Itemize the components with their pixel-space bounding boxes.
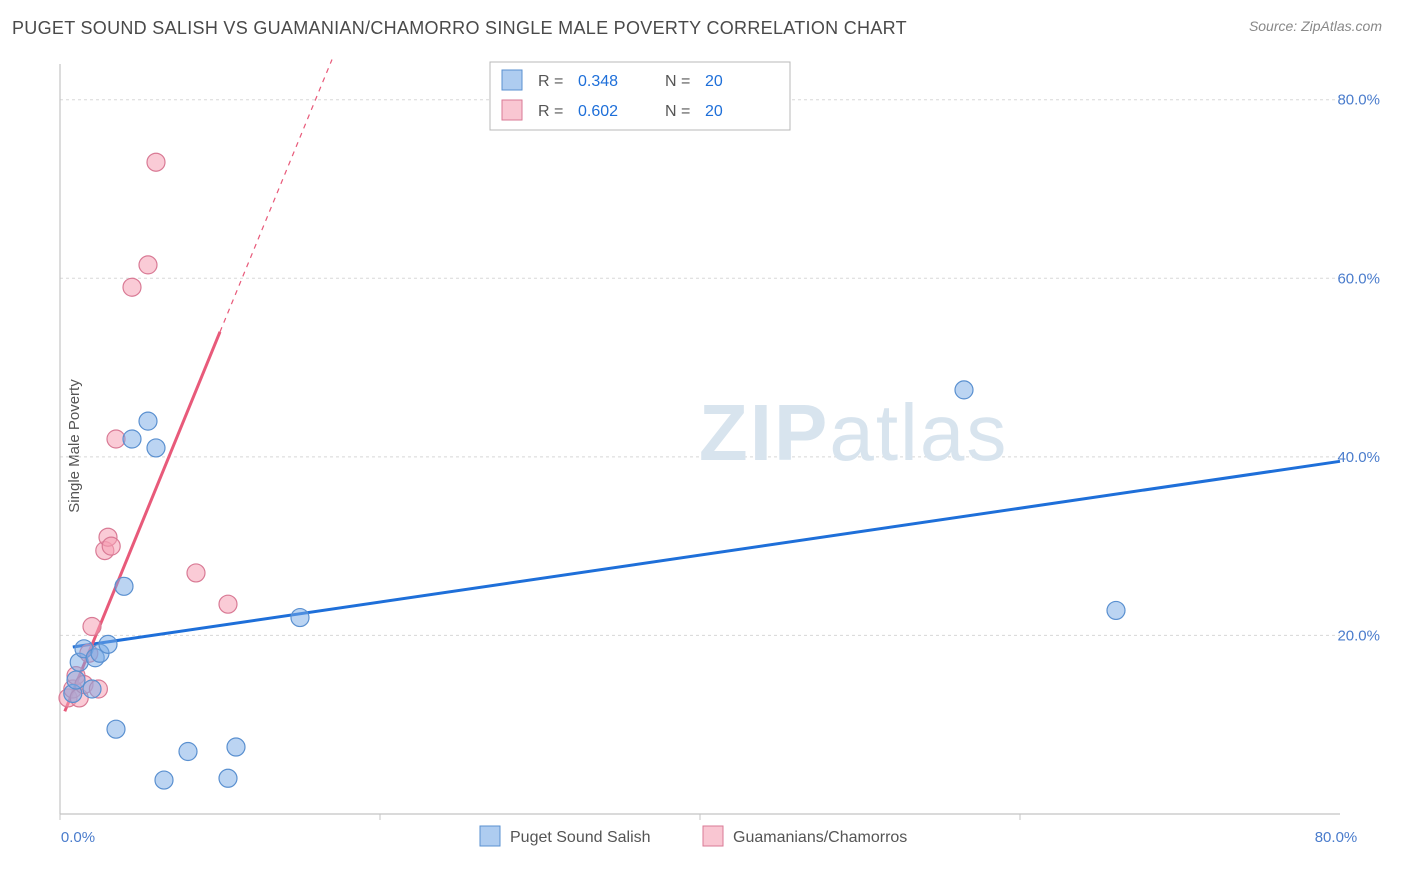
svg-text:20.0%: 20.0% [1337,627,1380,644]
svg-text:80.0%: 80.0% [1315,829,1358,846]
legend-n-label: N = [665,73,690,90]
data-point [219,595,237,613]
data-point [115,577,133,595]
legend-r-label: R = [538,103,563,120]
data-point [99,635,117,653]
legend-n-label: N = [665,103,690,120]
data-point [219,769,237,787]
svg-text:80.0%: 80.0% [1337,92,1380,109]
data-point [139,412,157,430]
svg-text:0.0%: 0.0% [61,829,95,846]
legend-swatch [480,826,500,846]
data-point [147,439,165,457]
data-point [139,256,157,274]
legend-series-label: Guamanians/Chamorros [733,829,907,846]
data-point [955,381,973,399]
legend-r-label: R = [538,73,563,90]
data-point [107,720,125,738]
correlation-legend: R = 0.348 N = 20 R = 0.602 N = 20 [490,62,790,130]
data-point [147,153,165,171]
series-legend: Puget Sound Salish Guamanians/Chamorros [480,826,907,846]
data-point [227,738,245,756]
legend-swatch [502,70,522,90]
svg-text:60.0%: 60.0% [1337,270,1380,287]
svg-text:ZIPatlas: ZIPatlas [699,388,1008,477]
data-point [102,537,120,555]
data-point [179,743,197,761]
data-point [107,430,125,448]
data-point [1107,601,1125,619]
source-attribution: Source: ZipAtlas.com [1249,18,1382,34]
data-point [155,771,173,789]
scatter-chart: 20.0% 40.0% 60.0% 80.0% 0.0% 80.0% ZIPatlas R =… [50,56,1386,856]
legend-r-value: 0.348 [578,73,618,90]
data-point [83,680,101,698]
data-point [83,618,101,636]
legend-n-value: 20 [705,103,723,120]
data-point [291,609,309,627]
plot-area: 20.0%40.0%60.0%80.0%0.0%80.0%ZIPatlasR =… [50,56,1386,836]
data-point [123,278,141,296]
chart-title: PUGET SOUND SALISH VS GUAMANIAN/CHAMORRO… [12,18,907,39]
data-point [67,671,85,689]
data-point [187,564,205,582]
legend-swatch [703,826,723,846]
data-point [123,430,141,448]
legend-r-value: 0.602 [578,103,618,120]
legend-swatch [502,100,522,120]
svg-text:40.0%: 40.0% [1337,449,1380,466]
legend-n-value: 20 [705,73,723,90]
legend-series-label: Puget Sound Salish [510,829,651,846]
